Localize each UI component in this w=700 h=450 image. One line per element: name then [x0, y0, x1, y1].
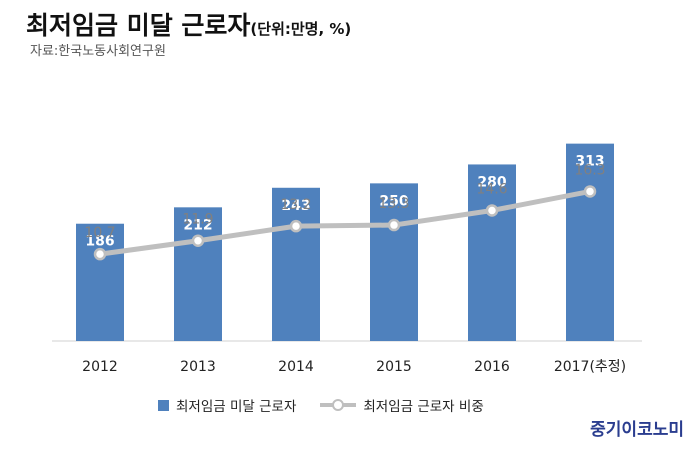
legend-item-bar: 최저임금 미달 근로자 [158, 395, 296, 415]
legend-bar-swatch [158, 399, 169, 411]
bar-value-label: 186 [85, 234, 114, 250]
bar-value-label: 313 [575, 154, 604, 170]
bar-2012 [76, 223, 124, 341]
ratio-value-label: 13.3 [378, 196, 409, 212]
bar-2016 [468, 164, 516, 341]
legend-bar-label: 최저임금 미달 근로자 [176, 399, 297, 415]
x-tick-label: 2012 [82, 359, 118, 375]
legend-line-swatch [320, 399, 357, 411]
x-tick-label: 2013 [180, 359, 216, 375]
ratio-value-label: 16.3 [574, 162, 605, 178]
legend-line-label: 최저임금 근로자 비중 [363, 399, 484, 415]
bar-value-label: 250 [379, 193, 408, 209]
ratio-value-label: 14.6 [476, 181, 507, 197]
source-label: 자료:한국노동사회연구원 [30, 44, 166, 59]
ratio-value-label: 13.2 [280, 197, 311, 213]
ratio-point [485, 204, 499, 217]
unit-label: (단위:만명, %) [250, 20, 352, 38]
ratio-line [97, 188, 593, 257]
chart-title-row: 최저임금 미달 근로자(단위:만명, %) [26, 6, 351, 42]
watermark-logo: 중기이코노미 [590, 420, 684, 440]
ratio-point [93, 247, 107, 261]
bar-2014 [272, 187, 320, 341]
ratio-point [387, 218, 401, 232]
x-tick-label: 2014 [278, 359, 314, 375]
x-tick-label: 2017(추정) [554, 359, 626, 375]
ratio-point [289, 219, 303, 233]
x-tick-label: 2016 [474, 359, 510, 375]
bar-2013 [174, 207, 222, 341]
bar-value-label: 280 [477, 174, 506, 190]
x-tick-label: 2015 [376, 359, 412, 375]
legend: 최저임금 미달 근로자 최저임금 근로자 비중 [158, 395, 508, 415]
bar-value-label: 243 [281, 198, 310, 214]
ratio-point [191, 234, 205, 247]
ratio-value-label: 11.9 [182, 212, 213, 228]
bar-2015 [370, 183, 418, 341]
ratio-point [583, 185, 597, 198]
bar-2017(추정) [566, 143, 614, 341]
ratio-value-label: 10.7 [84, 225, 115, 241]
chart-title: 최저임금 미달 근로자 [26, 11, 251, 40]
bar-value-label: 212 [183, 217, 212, 233]
legend-item-line: 최저임금 근로자 비중 [320, 395, 484, 415]
